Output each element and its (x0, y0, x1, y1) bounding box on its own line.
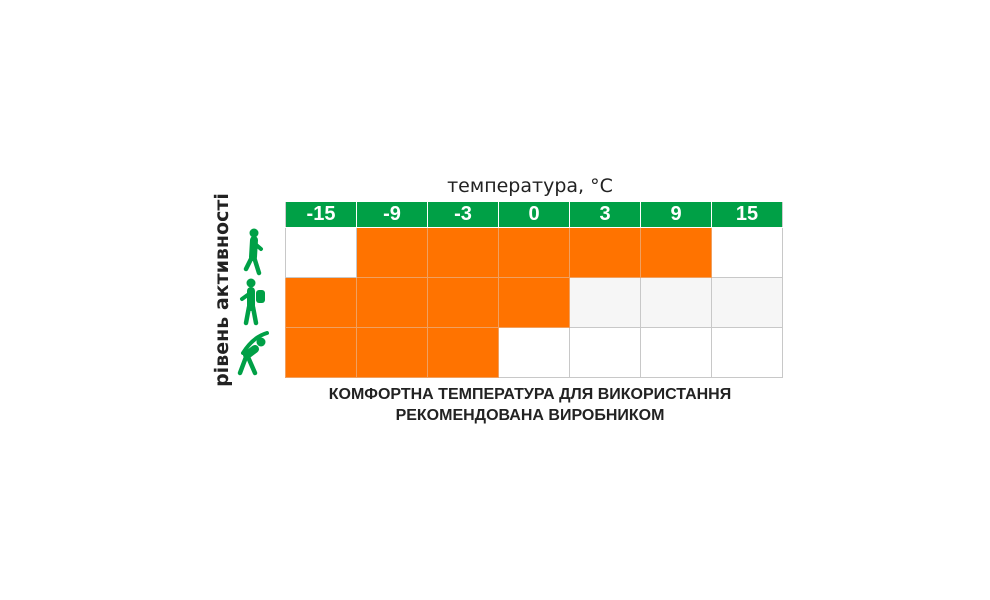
empty-cell (640, 277, 712, 328)
temperature-header: 0 (498, 202, 570, 228)
activity-row (285, 327, 783, 378)
activity-row (285, 277, 783, 328)
activity-row (285, 227, 783, 278)
walking-icon (234, 227, 274, 277)
comfort-cell (640, 227, 712, 278)
empty-cell (569, 277, 641, 328)
comfort-table: -15 -9 -3 0 3 9 15 (285, 202, 783, 378)
comfort-cell (356, 277, 428, 328)
footer-line-2: РЕКОМЕНДОВАНА ВИРОБНИКОМ (395, 407, 665, 424)
footer-line-1: КОМФОРТНА ТЕМПЕРАТУРА ДЛЯ ВИКОРИСТАННЯ (328, 386, 732, 403)
empty-cell (711, 227, 783, 278)
empty-cell (711, 327, 783, 378)
empty-cell (498, 327, 570, 378)
stretching-exercise-icon (234, 327, 274, 377)
chart-title: температура, °C (447, 175, 613, 197)
temperature-header: -3 (427, 202, 499, 228)
temperature-header: -15 (285, 202, 357, 228)
temperature-header: 9 (640, 202, 712, 228)
comfort-cell (498, 277, 570, 328)
comfort-cell (285, 277, 357, 328)
hiking-backpack-icon (234, 277, 274, 327)
temperature-header: 3 (569, 202, 641, 228)
y-axis-label: рівень активності (211, 193, 233, 387)
comfort-cell (285, 327, 357, 378)
comfort-cell (427, 227, 499, 278)
temperature-header: -9 (356, 202, 428, 228)
comfort-cell (427, 277, 499, 328)
temperature-header: 15 (711, 202, 783, 228)
footer-note: КОМФОРТНА ТЕМПЕРАТУРА ДЛЯ ВИКОРИСТАННЯ Р… (285, 384, 775, 426)
empty-cell (285, 227, 357, 278)
empty-cell (640, 327, 712, 378)
comfort-cell (427, 327, 499, 378)
temperature-header-row: -15 -9 -3 0 3 9 15 (285, 202, 783, 228)
comfort-cell (356, 227, 428, 278)
comfort-cell (356, 327, 428, 378)
comfort-cell (569, 227, 641, 278)
comfort-cell (498, 227, 570, 278)
empty-cell (711, 277, 783, 328)
activity-icons (234, 227, 274, 377)
empty-cell (569, 327, 641, 378)
